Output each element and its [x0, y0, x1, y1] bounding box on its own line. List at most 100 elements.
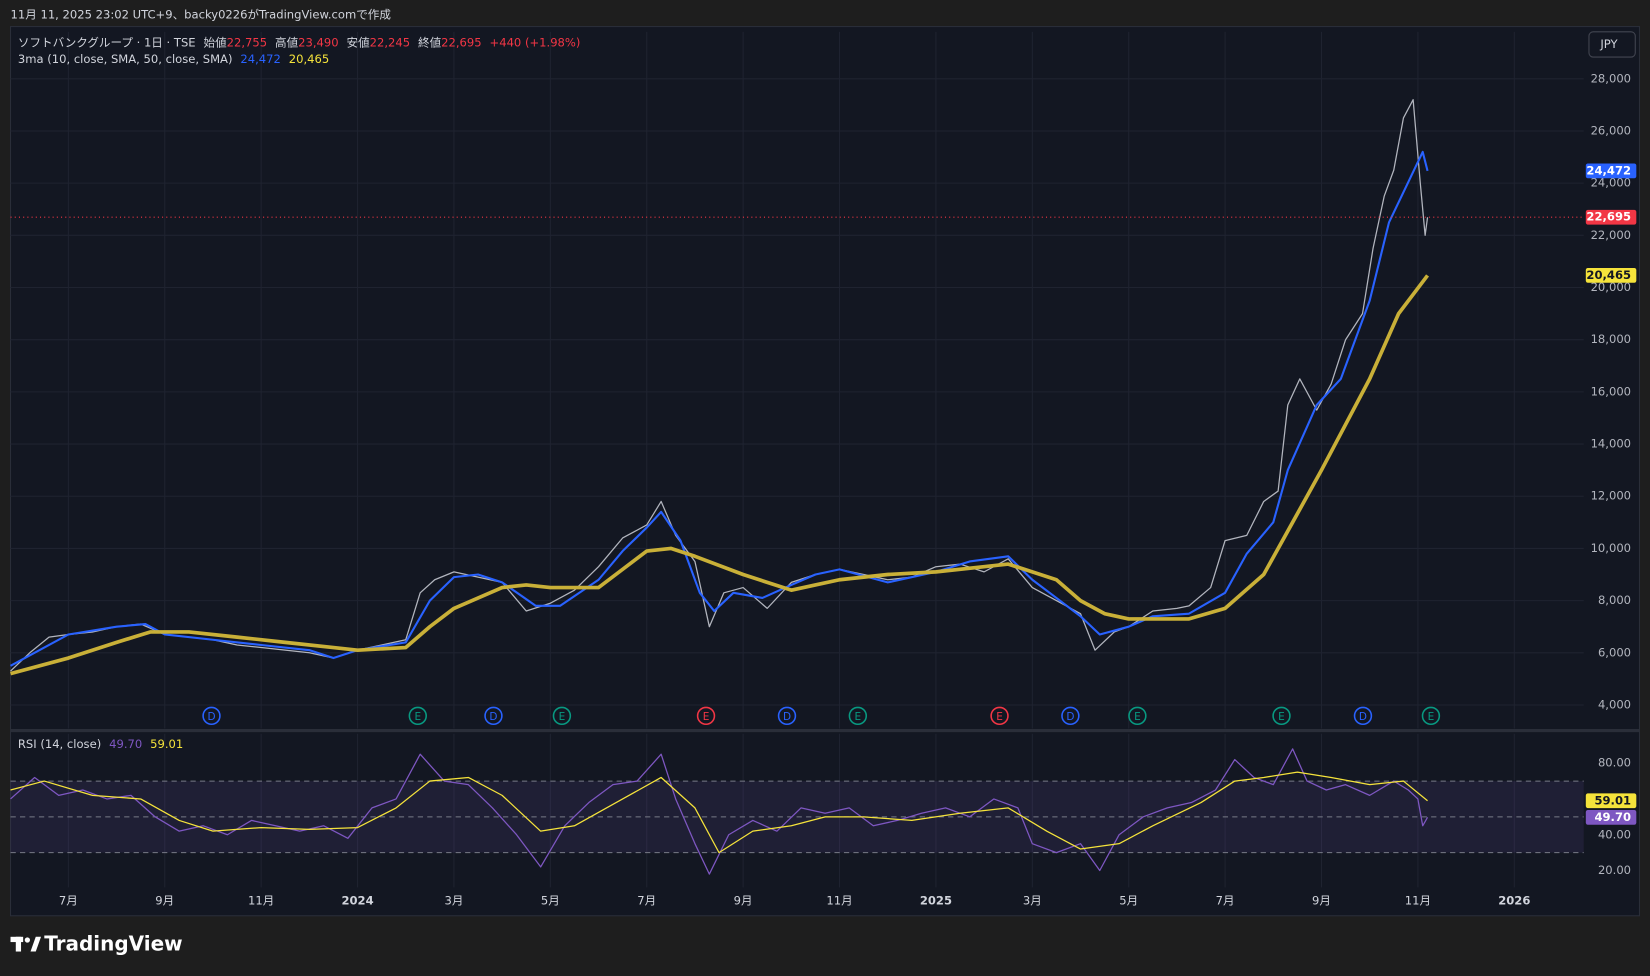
last-value-badge — [1585, 810, 1637, 825]
y-tick-label: 80.00 — [1598, 756, 1631, 770]
last-value-label: 24,472 — [1586, 163, 1631, 177]
event-label: E — [855, 711, 862, 723]
ohlc-label: 安値 — [347, 35, 371, 49]
last-value-badge — [1585, 268, 1637, 283]
x-tick-label: 5月 — [541, 894, 560, 908]
ohlc-label: 終値 — [418, 35, 442, 49]
y-tick-label: 24,000 — [1591, 176, 1631, 190]
y-tick-label: 18,000 — [1591, 332, 1631, 346]
event-label: E — [1428, 711, 1435, 723]
y-tick-label: 12,000 — [1591, 489, 1631, 503]
series-line — [10, 274, 1430, 676]
symbol-legend: ソフトバンクグループ · 1日 · TSE 始値22,755 高値23,490 … — [18, 35, 581, 49]
last-value-label: 59.01 — [1594, 793, 1631, 807]
series-line — [10, 99, 1429, 672]
rsi-signal-value: 59.01 — [150, 737, 183, 751]
event-label: D — [489, 711, 497, 723]
brand-logo — [10, 936, 42, 952]
event-label: E — [414, 711, 421, 723]
rsi-title: RSI (14, close) — [18, 737, 101, 751]
event-label: E — [1134, 711, 1141, 723]
last-value-label: 20,465 — [1586, 268, 1631, 282]
y-tick-label: 16,000 — [1591, 384, 1631, 398]
event-label: D — [783, 711, 791, 723]
rsi-legend: RSI (14, close) 49.70 59.01 — [18, 737, 183, 751]
event-marker — [202, 706, 221, 726]
currency-button[interactable] — [1588, 31, 1636, 58]
event-marker — [696, 706, 716, 726]
y-tick-label: 6,000 — [1598, 645, 1631, 659]
ma-slow-value: 20,465 — [289, 52, 329, 66]
x-tick-label: 2026 — [1498, 894, 1530, 908]
y-tick-label: 26,000 — [1591, 123, 1631, 137]
y-tick-label: 8,000 — [1598, 593, 1631, 607]
x-tick-label: 9月 — [734, 894, 753, 908]
event-marker — [1272, 706, 1291, 726]
event-marker — [1061, 706, 1080, 726]
last-value-badge — [1585, 793, 1637, 809]
x-tick-label: 7月 — [59, 894, 78, 908]
event-marker — [1128, 706, 1147, 726]
x-tick-label: 3月 — [1023, 894, 1042, 908]
event-marker — [484, 706, 503, 726]
ohlc-value: 22,695 — [441, 35, 481, 49]
event-marker — [408, 706, 428, 726]
y-tick-label: 20,000 — [1591, 280, 1631, 294]
x-tick-label: 11月 — [248, 894, 274, 908]
event-marker — [990, 706, 1009, 726]
event-marker — [1421, 706, 1441, 726]
y-tick-label: 10,000 — [1591, 541, 1631, 555]
y-tick-label: 20.00 — [1598, 863, 1631, 877]
ohlc-label: 始値 — [204, 35, 228, 49]
event-label: D — [207, 711, 215, 723]
x-tick-label: 9月 — [1312, 894, 1331, 908]
price-change: +440 (+1.98%) — [490, 35, 581, 49]
last-value-badge — [1585, 163, 1637, 179]
series-line — [10, 150, 1429, 667]
ma-fast-value: 24,472 — [240, 52, 280, 66]
y-tick-label: 14,000 — [1591, 437, 1631, 451]
ohlc-value: 22,755 — [227, 35, 267, 49]
x-tick-label: 2024 — [341, 894, 373, 908]
event-label: E — [703, 711, 710, 723]
x-tick-label: 11月 — [1405, 894, 1431, 908]
x-tick-label: 7月 — [1216, 894, 1235, 908]
x-tick-label: 2025 — [920, 894, 952, 908]
ohlc-value: 23,490 — [298, 35, 338, 49]
ohlc-label: 高値 — [275, 35, 299, 49]
currency[interactable]: JPY — [1599, 37, 1618, 51]
indicator-title: 3ma (10, close, SMA, 50, close, SMA) — [18, 52, 233, 66]
event-marker — [1353, 706, 1373, 726]
chart-frame — [9, 26, 1641, 917]
y-tick-label: 22,000 — [1591, 228, 1631, 242]
ohlc-value: 22,245 — [370, 35, 410, 49]
plot-area: 7月 9月 11月 2024 3月 5月 7月 9月 11月 2025 3月 5月 7月 9月 11月 202… — [10, 31, 1637, 908]
x-tick-label: 3月 — [444, 894, 463, 908]
event-label: E — [559, 711, 566, 723]
event-label: D — [1066, 711, 1074, 723]
x-tick-label: 7月 — [637, 894, 656, 908]
symbol-title: ソフトバンクグループ · 1日 · TSE — [18, 35, 196, 49]
last-value-badge — [1585, 209, 1637, 225]
y-tick-label: 40.00 — [1598, 827, 1631, 841]
event-label: E — [1278, 711, 1285, 723]
x-tick-label: 9月 — [155, 894, 174, 908]
event-marker — [552, 706, 572, 726]
created-note: 11月 11, 2025 23:02 UTC+9、backy0226がTradi… — [11, 7, 392, 21]
last-value-label: 49.70 — [1594, 810, 1631, 824]
x-tick-label: 11月 — [826, 894, 852, 908]
y-tick-label: 28,000 — [1591, 71, 1631, 85]
y-tick-label: 4,000 — [1598, 697, 1631, 711]
x-tick-label: 5月 — [1119, 894, 1138, 908]
rsi-value: 49.70 — [109, 737, 142, 751]
event-label: E — [996, 711, 1003, 723]
indicator-legend: 3ma (10, close, SMA, 50, close, SMA) 24,… — [18, 52, 329, 66]
event-marker — [848, 706, 868, 726]
brand-name: TradingView — [44, 932, 182, 956]
event-marker — [777, 706, 797, 726]
series-line — [10, 771, 1428, 854]
last-value-label: 22,695 — [1586, 210, 1631, 224]
event-label: D — [1359, 711, 1367, 723]
